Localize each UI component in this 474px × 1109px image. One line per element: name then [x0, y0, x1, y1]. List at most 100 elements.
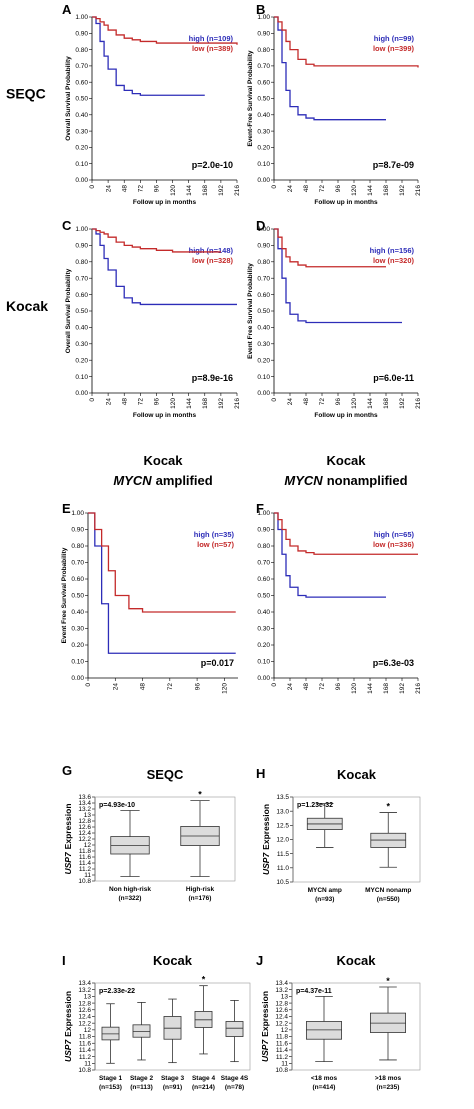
x-tick-label: 0: [271, 185, 278, 189]
y-tick-label: 0.40: [257, 112, 270, 119]
y-tick-label: 0.90: [75, 243, 88, 250]
survival-curve: [274, 512, 386, 598]
x-tick-label: 216: [415, 683, 422, 694]
y-tick-label: 0.70: [71, 560, 84, 567]
y-tick-label: 0.20: [257, 145, 270, 152]
y-tick-label: 13.2: [275, 987, 288, 994]
y-tick-label: 11.0: [277, 865, 290, 872]
x-tick-label: 120: [170, 185, 177, 196]
y-axis-label: Event-Free Survival Probability: [247, 50, 254, 146]
x-tick-label: 120: [351, 185, 358, 196]
x-tick-label: Stage 3: [161, 1075, 185, 1082]
survival-curve: [92, 228, 237, 306]
x-tick-label: 144: [186, 185, 193, 196]
y-tick-label: 13.4: [78, 980, 91, 987]
survival-curve: [274, 228, 402, 324]
x-tick-label: 24: [287, 185, 294, 193]
y-tick-label: 0.00: [257, 390, 270, 397]
y-axis-label: USP7 Expression: [63, 803, 73, 874]
box: [305, 1021, 342, 1040]
x-tick-label: 192: [218, 398, 225, 409]
legend-entry: low (n=399): [373, 44, 415, 53]
count-label: (n=93): [315, 896, 334, 903]
p-value: p=2.33e-22: [99, 988, 135, 995]
count-label: (n=414): [313, 1084, 336, 1091]
x-tick-label: Stage 1: [99, 1075, 123, 1082]
panel-letter: J: [256, 953, 263, 968]
y-tick-label: 11.8: [276, 1034, 289, 1041]
y-tick-label: 0.50: [257, 96, 270, 103]
y-tick-label: 0.30: [75, 341, 88, 348]
x-tick-label: 48: [303, 398, 310, 406]
x-tick-label: 216: [415, 185, 422, 196]
y-tick-label: 0.10: [75, 374, 88, 381]
x-tick-label: 72: [138, 398, 145, 406]
y-tick-label: 0.20: [257, 357, 270, 364]
x-tick-label: 24: [105, 185, 112, 193]
y-tick-label: 12.4: [78, 1014, 91, 1021]
legend-entry: low (n=320): [373, 256, 415, 265]
x-tick-label: Stage 4S: [221, 1075, 249, 1082]
y-axis-label: USP7 Expression: [261, 804, 271, 875]
legend-entry: high (n=99): [374, 34, 415, 43]
legend-entry: high (n=65): [374, 530, 415, 539]
x-tick-label: 192: [218, 185, 225, 196]
survival-curve: [274, 512, 418, 555]
y-label-part: Expression: [63, 803, 73, 849]
x-tick-label: 168: [202, 398, 209, 409]
count-label: (n=78): [225, 1084, 244, 1091]
y-tick-label: 12.6: [78, 1007, 91, 1014]
x-tick-label: Non high-risk: [109, 886, 151, 893]
x-tick-label: Stage 4: [192, 1075, 216, 1082]
y-tick-label: 11.2: [276, 1054, 289, 1061]
panel-letter: H: [256, 766, 265, 781]
legend-entry: low (n=389): [192, 44, 234, 53]
y-axis-label: Event Free Survival Probability: [61, 547, 68, 643]
y-tick-label: 11.4: [79, 1047, 92, 1054]
x-tick-label: 120: [351, 683, 358, 694]
p-value: p=2.0e-10: [192, 160, 233, 170]
y-tick-label: 0.70: [257, 560, 270, 567]
y-tick-label: 10.5: [276, 879, 289, 886]
y-tick-label: 0.20: [257, 642, 270, 649]
legend-entry: low (n=336): [373, 540, 415, 549]
y-tick-label: 11.5: [277, 851, 290, 858]
y-tick-label: 0.60: [75, 79, 88, 86]
panel-letter: D: [256, 218, 265, 233]
y-label-part: USP7: [63, 851, 73, 874]
y-tick-label: 0.80: [75, 259, 88, 266]
box: [225, 1021, 244, 1037]
y-tick-label: 12.4: [275, 1014, 288, 1021]
p-value: p=8.7e-09: [373, 160, 414, 170]
subtitle-part: MYCN: [113, 473, 152, 488]
y-tick-label: 12.6: [275, 1007, 288, 1014]
y-tick-label: 0.60: [257, 292, 270, 299]
y-tick-label: 13.4: [78, 800, 91, 807]
y-tick-label: 0.90: [75, 31, 88, 38]
y-tick-label: 0.50: [75, 96, 88, 103]
survival-curve: [274, 16, 419, 68]
y-tick-label: 13.5: [276, 794, 289, 801]
y-tick-label: 0.10: [257, 659, 270, 666]
y-tick-label: 0.10: [75, 161, 88, 168]
panel-letter: F: [256, 501, 264, 516]
chart-title: Kocak: [337, 767, 377, 782]
survival-curve: [274, 16, 386, 121]
p-value: p=1.23e-32: [297, 802, 333, 809]
y-tick-label: 11.8: [79, 1034, 92, 1041]
y-tick-label: 0.90: [257, 527, 270, 534]
chart-title: Kocak: [326, 453, 366, 468]
x-tick-label: High-risk: [186, 886, 215, 893]
y-tick-label: 0.80: [257, 47, 270, 54]
chart-title: Kocak: [143, 453, 183, 468]
x-tick-label: 0: [89, 185, 96, 189]
y-tick-label: 0.60: [75, 292, 88, 299]
legend-entry: high (n=35): [194, 530, 235, 539]
x-tick-label: 48: [303, 683, 310, 691]
y-tick-label: 12.2: [275, 1020, 288, 1027]
y-tick-label: 11: [84, 1061, 91, 1068]
count-label: (n=235): [377, 1084, 400, 1091]
x-tick-label: 48: [303, 185, 310, 193]
x-tick-label: 168: [383, 185, 390, 196]
